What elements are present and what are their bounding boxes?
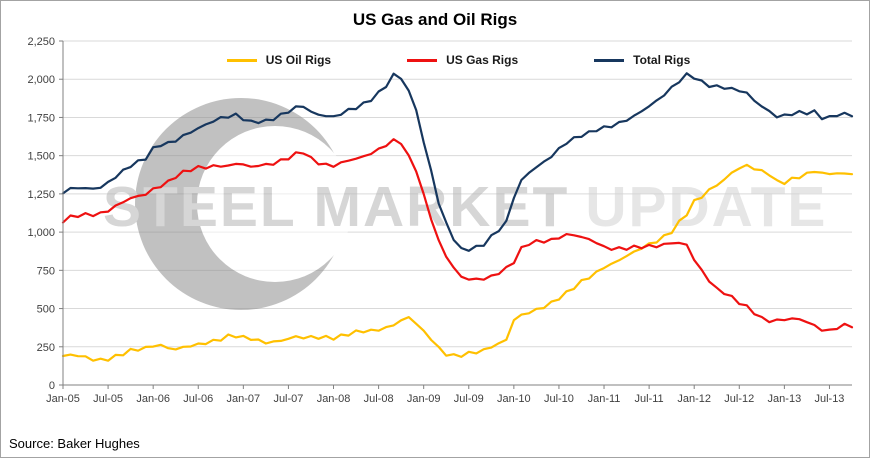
y-axis-label: 1,750: [27, 112, 55, 124]
source-note: Source: Baker Hughes: [9, 436, 140, 451]
x-axis-label: Jul-13: [814, 393, 844, 405]
legend-item-us-gas-rigs: US Gas Rigs: [407, 53, 518, 67]
legend: US Oil Rigs US Gas Rigs Total Rigs: [63, 53, 854, 67]
x-axis-label: Jul-08: [364, 393, 394, 405]
y-axis-label: 1,500: [27, 151, 55, 163]
y-axis-label: 1,250: [27, 189, 55, 201]
y-axis-label: 750: [37, 265, 55, 277]
series-lines: [61, 72, 854, 362]
chart-title: US Gas and Oil Rigs: [352, 10, 518, 29]
x-axis-label: Jan-11: [588, 393, 621, 405]
x-axis-label: Jul-10: [544, 393, 574, 405]
y-axis-label: 500: [37, 304, 55, 316]
x-axis-label: Jan-10: [497, 393, 531, 405]
legend-item-us-oil-rigs: US Oil Rigs: [226, 53, 332, 67]
series-line-us-oil-rigs: [61, 163, 854, 362]
y-axis-label: 250: [37, 342, 55, 354]
watermark-text: STEEL MARKET UPDATE: [103, 175, 827, 239]
y-axis-label: 0: [49, 380, 55, 392]
legend-swatch-total: [594, 58, 625, 62]
x-axis-label: Jan-06: [136, 393, 170, 405]
series-line-total-rigs: [61, 72, 854, 252]
x-axis-label: Jul-05: [93, 393, 123, 405]
axes: 0 250 500 750 1,000 1,250 1,500 1,750 2,000 2,250…: [27, 36, 852, 405]
x-axis-label: Jan-12: [677, 393, 711, 405]
x-axis-label: Jan-13: [768, 393, 802, 405]
watermark-text-part1: STEEL MARKET: [103, 175, 569, 239]
x-axis-label: Jul-07: [273, 393, 303, 405]
x-axis-label: Jul-09: [454, 393, 484, 405]
legend-swatch-gas: [407, 58, 438, 62]
series-line-us-gas-rigs: [61, 138, 854, 332]
y-axis-label: 2,250: [27, 36, 55, 48]
watermark-text-part2: UPDATE: [585, 175, 827, 239]
x-axis-label: Jan-05: [46, 393, 80, 405]
legend-label-gas: US Gas Rigs: [446, 53, 519, 67]
x-axis-label: Jan-09: [407, 393, 441, 405]
x-axis-label: Jan-08: [317, 393, 351, 405]
x-axis-label: Jul-11: [635, 393, 664, 405]
x-axis-label: Jul-06: [183, 393, 213, 405]
y-axis-label: 1,000: [27, 227, 55, 239]
legend-label-oil: US Oil Rigs: [265, 53, 332, 67]
legend-swatch-oil: [226, 58, 257, 62]
legend-label-total: Total Rigs: [633, 53, 691, 67]
x-axis-label: Jan-07: [227, 393, 261, 405]
y-axis-label: 2,000: [27, 74, 55, 86]
legend-item-total-rigs: Total Rigs: [594, 53, 690, 67]
x-axis-label: Jul-12: [724, 393, 754, 405]
